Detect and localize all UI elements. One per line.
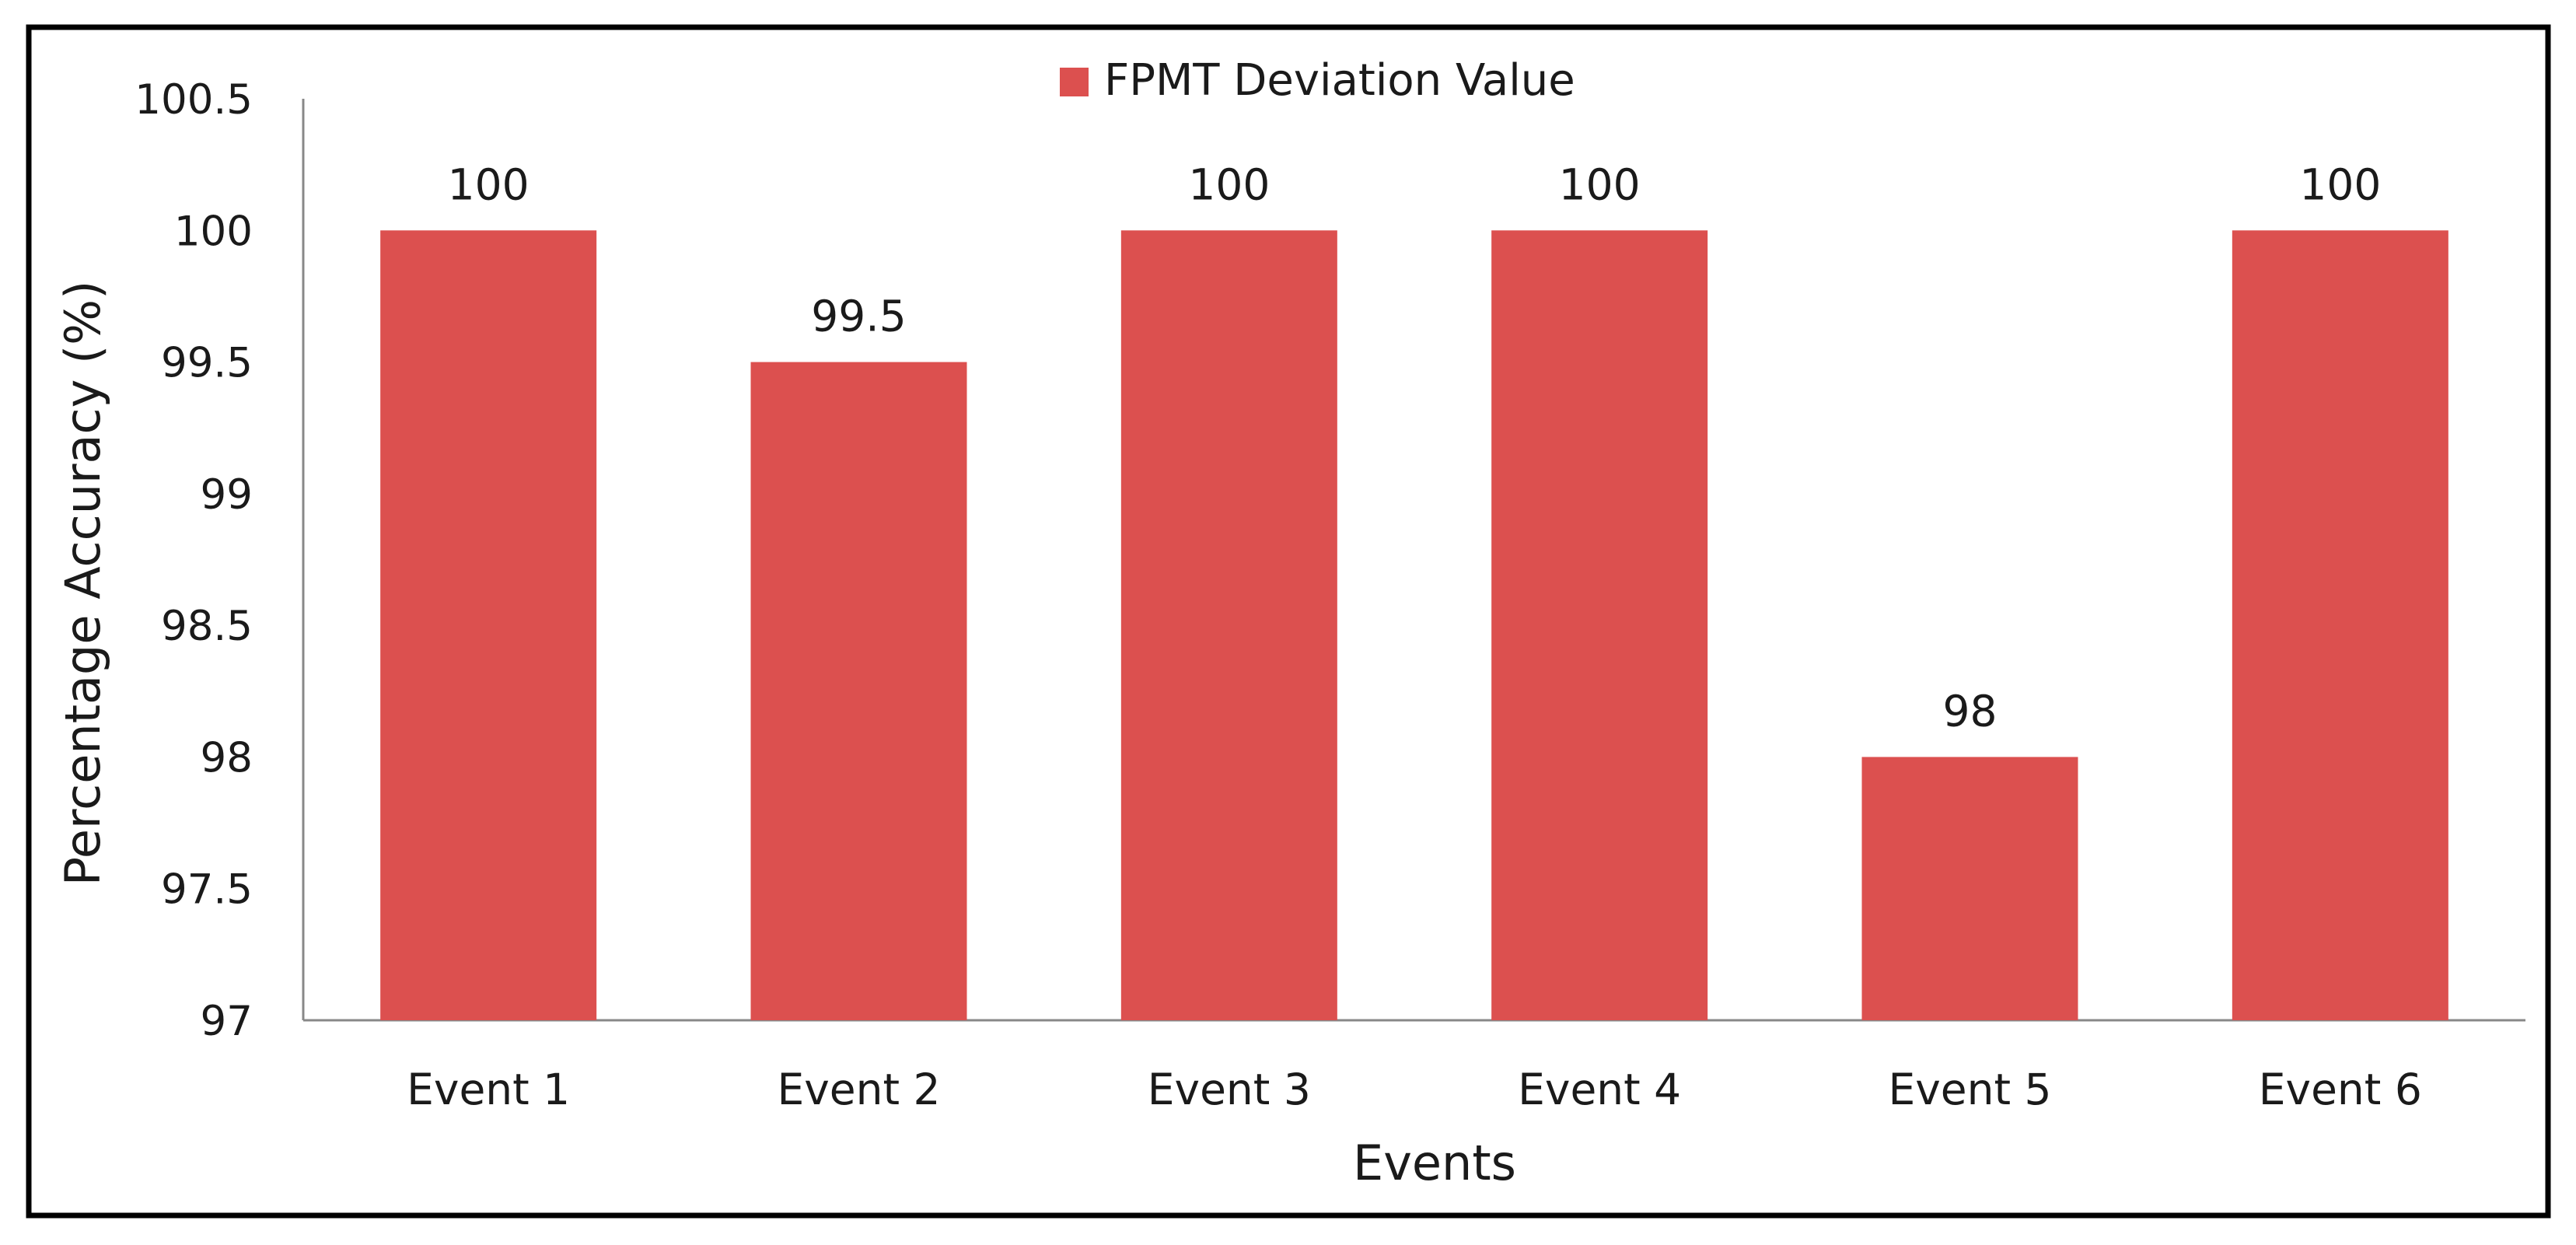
data-label: 100 bbox=[1188, 159, 1270, 209]
y-tick-label: 100.5 bbox=[135, 76, 253, 124]
y-tick-label: 97.5 bbox=[161, 866, 253, 914]
x-tick-label: Event 3 bbox=[1148, 1065, 1311, 1114]
y-tick-label: 99 bbox=[201, 471, 253, 519]
x-tick-label: Event 2 bbox=[777, 1065, 940, 1114]
x-axis-title: Events bbox=[1353, 1135, 1516, 1191]
x-tick-label: Event 1 bbox=[407, 1065, 570, 1114]
x-tick-label: Event 6 bbox=[2259, 1065, 2422, 1114]
data-label: 99.5 bbox=[811, 292, 906, 341]
x-tick-label: Event 4 bbox=[1518, 1065, 1681, 1114]
data-label: 100 bbox=[1559, 159, 1641, 209]
bar-series bbox=[380, 230, 2448, 1021]
y-tick-label: 99.5 bbox=[161, 340, 253, 387]
data-labels: 100 99.5 100 100 98 100 bbox=[448, 159, 2382, 736]
x-axis: Event 1 Event 2 Event 3 Event 4 Event 5 Event… bbox=[303, 1019, 2525, 1114]
legend-label: FPMT Deviation Value bbox=[1104, 55, 1575, 106]
bar bbox=[1861, 757, 2078, 1020]
legend-swatch bbox=[1060, 68, 1089, 96]
legend: FPMT Deviation Value bbox=[1060, 55, 1575, 106]
y-axis-title: Percentage Accuracy (%) bbox=[54, 281, 111, 887]
data-label: 98 bbox=[1943, 686, 1998, 736]
bar bbox=[1120, 230, 1337, 1020]
y-tick-label: 98.5 bbox=[161, 603, 253, 650]
y-tick-label: 97 bbox=[201, 998, 253, 1045]
data-label: 100 bbox=[2299, 159, 2381, 209]
bar bbox=[380, 230, 597, 1020]
x-tick-label: Event 5 bbox=[1888, 1065, 2051, 1114]
bar bbox=[750, 362, 967, 1021]
bar bbox=[2232, 230, 2448, 1020]
data-label: 100 bbox=[448, 159, 530, 209]
y-axis: 97 97.5 98 98.5 99 99.5 100 100.5 bbox=[135, 76, 305, 1045]
y-tick-label: 98 bbox=[201, 734, 253, 782]
y-tick-label: 100 bbox=[174, 208, 253, 255]
bar bbox=[1491, 230, 1708, 1020]
